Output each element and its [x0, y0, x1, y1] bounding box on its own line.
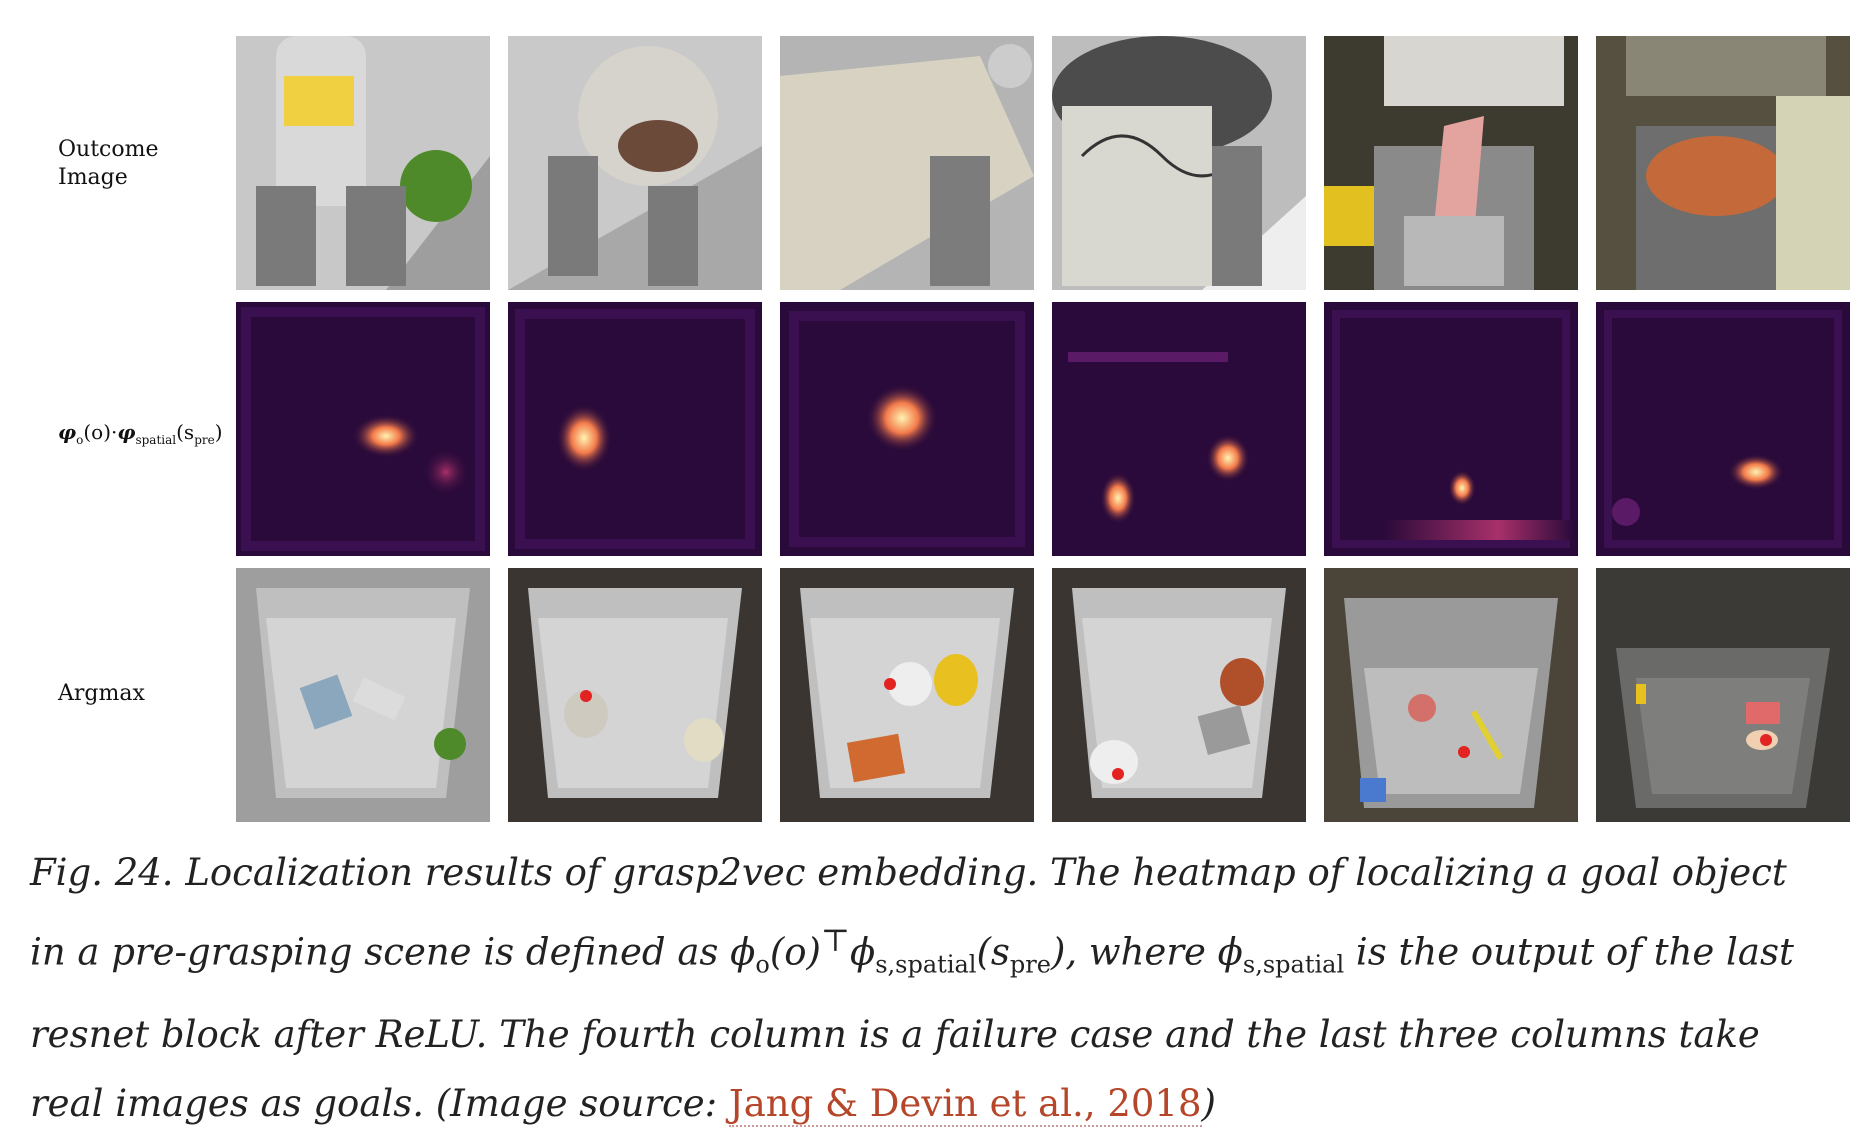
row-label-outcome-line1: Outcome [58, 137, 159, 162]
phi-symbol: φ [117, 420, 136, 444]
subscript: pre [194, 433, 215, 447]
source-link[interactable]: Jang & Devin et al., 2018 [728, 1081, 1202, 1127]
row-label-heatmap: φo(o)·φspatial(spre) [58, 418, 228, 454]
argmax-image-6 [1596, 568, 1850, 822]
math-close: ) [1050, 930, 1066, 974]
math-transpose: ⊤ [821, 923, 850, 959]
math-phi-s: ϕ [850, 930, 876, 974]
math-subscript: pre [1009, 950, 1051, 979]
heatmap-5 [1324, 302, 1578, 556]
figure-caption: Fig. 24. Localization results of grasp2v… [30, 838, 1830, 1138]
math-s-arg: (s [976, 930, 1010, 974]
math-subscript: o [755, 950, 770, 979]
outcome-image-2 [508, 36, 762, 290]
argmax-image-2 [508, 568, 762, 822]
caption-text-4: ) [1201, 1081, 1216, 1125]
figure: Outcome Image φo(o)·φspatial(spre) Argma… [58, 36, 1850, 822]
heatmap-1 [236, 302, 490, 556]
outcome-image-5 [1324, 36, 1578, 290]
heatmap-label-close: ) [214, 420, 223, 444]
phi-symbol: φ [58, 420, 77, 444]
outcome-image-3 [780, 36, 1034, 290]
caption-text-2: , where [1065, 930, 1218, 974]
math-phi-s2: ϕ [1217, 930, 1243, 974]
caption-text-3: is the output of the last resnet block a… [30, 930, 1794, 1125]
argmax-image-5 [1324, 568, 1578, 822]
math-o-arg: (o) [769, 930, 821, 974]
outcome-image-6 [1596, 36, 1850, 290]
heatmap-label-arg: (s [176, 420, 195, 444]
subscript: spatial [135, 433, 177, 447]
math-phi-o: ϕ [730, 930, 756, 974]
row-label-argmax: Argmax [58, 681, 145, 706]
argmax-image-1 [236, 568, 490, 822]
caption-text-1: Fig. 24. Localization results of grasp2v… [30, 851, 1787, 974]
argmax-image-3 [780, 568, 1034, 822]
argmax-image-4 [1052, 568, 1306, 822]
math-subscript: s,spatial [875, 950, 977, 979]
outcome-image-4 [1052, 36, 1306, 290]
row-label-outcome-line2: Image [58, 165, 128, 190]
heatmap-2 [508, 302, 762, 556]
math-subscript: s,spatial [1242, 950, 1345, 979]
heatmap-4 [1052, 302, 1306, 556]
subscript: o [76, 433, 84, 447]
row-label-outcome-image: Outcome Image [58, 136, 228, 192]
heatmap-6 [1596, 302, 1850, 556]
heatmap-3 [780, 302, 1034, 556]
heatmap-label-mid: (o)· [83, 420, 118, 444]
outcome-image-1 [236, 36, 490, 290]
